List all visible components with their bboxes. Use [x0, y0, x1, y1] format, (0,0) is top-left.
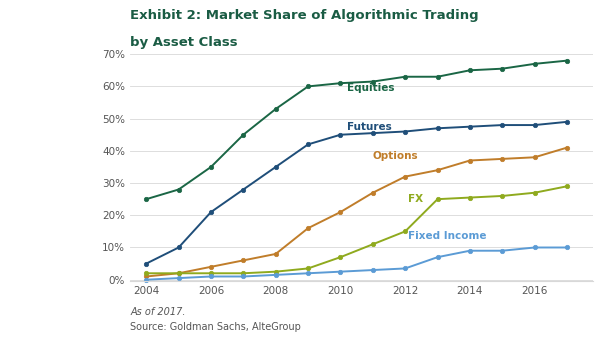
Text: As of 2017.: As of 2017.: [130, 307, 186, 317]
Text: Equities: Equities: [347, 83, 394, 93]
Text: Options: Options: [373, 151, 419, 161]
Text: Fixed Income: Fixed Income: [408, 231, 487, 241]
Text: FX: FX: [408, 194, 423, 204]
Text: Exhibit 2: Market Share of Algorithmic Trading: Exhibit 2: Market Share of Algorithmic T…: [130, 9, 479, 21]
Text: Futures: Futures: [347, 122, 391, 132]
Text: by Asset Class: by Asset Class: [130, 36, 238, 49]
Text: Source: Goldman Sachs, AlteGroup: Source: Goldman Sachs, AlteGroup: [130, 322, 301, 332]
